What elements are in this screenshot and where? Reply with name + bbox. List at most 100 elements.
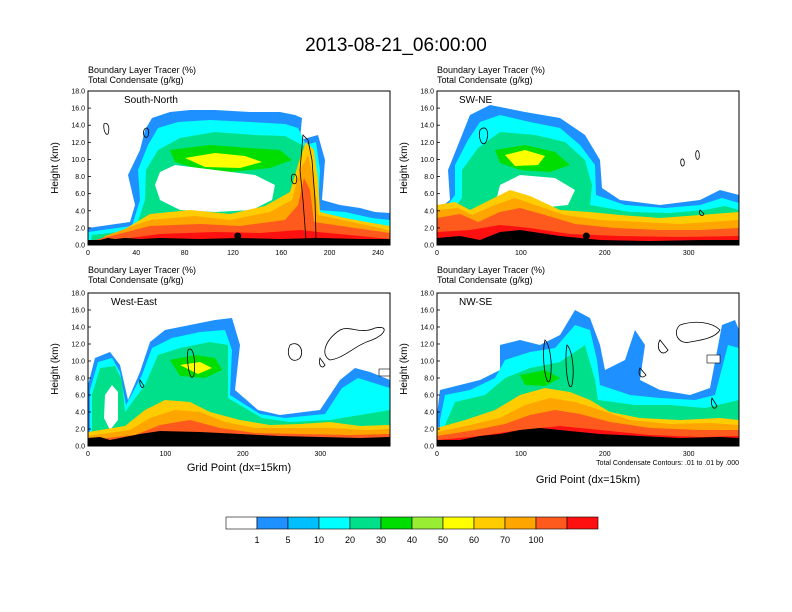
colorbar-swatch bbox=[566, 516, 599, 530]
y-tick-label: 8.0 bbox=[75, 174, 85, 181]
colorbar-swatch bbox=[287, 516, 320, 530]
x-tick-label: 160 bbox=[275, 250, 287, 257]
colorbar-swatch bbox=[225, 516, 258, 530]
colorbar-label: 100 bbox=[528, 535, 543, 545]
colorbar-swatch bbox=[380, 516, 413, 530]
x-tick-label: 100 bbox=[160, 451, 172, 458]
y-tick-label: 10.0 bbox=[420, 157, 434, 164]
y-axis-label: Height (km) bbox=[399, 343, 410, 395]
y-tick-label: 12.0 bbox=[71, 140, 85, 147]
y-tick-label: 6.0 bbox=[75, 393, 85, 400]
colorbar-swatch bbox=[256, 516, 289, 530]
y-tick-label: 0.0 bbox=[75, 444, 85, 451]
x-tick-label: 0 bbox=[435, 451, 439, 458]
x-tick-labels: 0 40 80 120 160 200 240 bbox=[86, 242, 384, 257]
y-tick-label: 0.0 bbox=[75, 243, 85, 250]
y-tick-labels: 0.0 2.0 4.0 6.0 8.0 10.0 12.0 14.0 16.0 18.0 bbox=[420, 89, 440, 250]
y-tick-label: 6.0 bbox=[424, 393, 434, 400]
y-tick-label: 14.0 bbox=[71, 325, 85, 332]
cross-section-label: South-North bbox=[124, 95, 178, 106]
cross-section-label: West-East bbox=[111, 297, 157, 308]
x-tick-label: 300 bbox=[314, 451, 326, 458]
field-plot bbox=[88, 91, 390, 245]
y-tick-label: 6.0 bbox=[75, 191, 85, 198]
colorbar-label: 20 bbox=[345, 535, 355, 545]
x-tick-label: 100 bbox=[515, 250, 527, 257]
colorbar-swatch bbox=[442, 516, 475, 530]
y-axis-label: Height (km) bbox=[50, 343, 61, 395]
y-tick-label: 14.0 bbox=[420, 123, 434, 130]
y-tick-label: 18.0 bbox=[420, 89, 434, 96]
y-tick-label: 2.0 bbox=[424, 225, 434, 232]
x-tick-label: 300 bbox=[683, 451, 695, 458]
y-tick-label: 16.0 bbox=[420, 106, 434, 113]
y-tick-label: 0.0 bbox=[424, 243, 434, 250]
colorbar-swatch bbox=[349, 516, 382, 530]
colorbar-labels: 1 5 10 20 30 40 50 60 70 100 bbox=[254, 535, 543, 545]
x-tick-label: 240 bbox=[372, 250, 384, 257]
y-tick-labels: 0.0 2.0 4.0 6.0 8.0 10.0 12.0 14.0 16.0 18.0 bbox=[71, 89, 91, 250]
field-plot bbox=[437, 293, 739, 446]
y-tick-label: 2.0 bbox=[75, 225, 85, 232]
contour-label: Total Condensate (g/kg) bbox=[437, 275, 533, 285]
y-tick-label: 0.0 bbox=[424, 444, 434, 451]
contour-note: Total Condensate Contours: .01 to .01 by… bbox=[596, 460, 739, 467]
y-tick-label: 12.0 bbox=[420, 140, 434, 147]
location-marker bbox=[582, 232, 590, 240]
y-tick-label: 16.0 bbox=[71, 308, 85, 315]
panel-south-north: Boundary Layer Tracer (%) Total Condensa… bbox=[50, 65, 391, 257]
y-tick-label: 10.0 bbox=[71, 359, 85, 366]
y-tick-label: 8.0 bbox=[424, 174, 434, 181]
panel-sw-ne: Boundary Layer Tracer (%) Total Condensa… bbox=[399, 65, 740, 257]
y-tick-label: 18.0 bbox=[71, 291, 85, 298]
y-tick-label: 18.0 bbox=[420, 291, 434, 298]
contour-label: Total Condensate (g/kg) bbox=[88, 275, 184, 285]
x-tick-label: 200 bbox=[599, 250, 611, 257]
field-label: Boundary Layer Tracer (%) bbox=[88, 265, 196, 275]
location-marker bbox=[227, 433, 235, 441]
y-tick-label: 4.0 bbox=[75, 410, 85, 417]
colorbar-swatch bbox=[318, 516, 351, 530]
y-axis-label: Height (km) bbox=[50, 142, 61, 194]
colorbar-swatch bbox=[473, 516, 506, 530]
field-plot bbox=[437, 91, 739, 245]
colorbar-label: 1 bbox=[254, 535, 259, 545]
panel-west-east: Boundary Layer Tracer (%) Total Condensa… bbox=[50, 265, 391, 474]
colorbar-label: 50 bbox=[438, 535, 448, 545]
field-plot bbox=[88, 293, 390, 446]
x-tick-labels: 0 100 200 300 bbox=[435, 242, 695, 257]
y-tick-label: 16.0 bbox=[420, 308, 434, 315]
y-tick-label: 14.0 bbox=[71, 123, 85, 130]
y-tick-label: 8.0 bbox=[75, 376, 85, 383]
colorbar-swatch bbox=[504, 516, 537, 530]
field-label: Boundary Layer Tracer (%) bbox=[437, 265, 545, 275]
y-tick-label: 4.0 bbox=[424, 410, 434, 417]
x-tick-labels: 0 100 200 300 bbox=[86, 443, 326, 458]
x-tick-labels: 0 100 200 300 bbox=[435, 443, 695, 458]
colorbar-label: 60 bbox=[469, 535, 479, 545]
y-tick-label: 14.0 bbox=[420, 325, 434, 332]
location-marker bbox=[582, 433, 590, 441]
x-tick-label: 200 bbox=[324, 250, 336, 257]
y-tick-labels: 0.0 2.0 4.0 6.0 8.0 10.0 12.0 14.0 16.0 18.0 bbox=[71, 291, 91, 451]
y-tick-label: 10.0 bbox=[71, 157, 85, 164]
x-tick-label: 200 bbox=[599, 451, 611, 458]
cross-section-label: SW-NE bbox=[459, 95, 492, 106]
y-tick-label: 2.0 bbox=[424, 427, 434, 434]
colorbar bbox=[225, 516, 599, 530]
colorbar-label: 30 bbox=[376, 535, 386, 545]
x-tick-label: 200 bbox=[237, 451, 249, 458]
y-axis-label: Height (km) bbox=[399, 142, 410, 194]
y-tick-label: 12.0 bbox=[420, 342, 434, 349]
colorbar-label: 40 bbox=[407, 535, 417, 545]
y-tick-label: 16.0 bbox=[71, 106, 85, 113]
y-tick-label: 4.0 bbox=[424, 208, 434, 215]
panel-nw-se: Boundary Layer Tracer (%) Total Condensa… bbox=[399, 265, 740, 486]
y-tick-label: 8.0 bbox=[424, 376, 434, 383]
figure-title: 2013-08-21_06:00:00 bbox=[305, 35, 487, 56]
colorbar-swatch bbox=[411, 516, 444, 530]
y-tick-label: 10.0 bbox=[420, 359, 434, 366]
colorbar-label: 5 bbox=[285, 535, 290, 545]
contour-label: Total Condensate (g/kg) bbox=[437, 75, 533, 85]
